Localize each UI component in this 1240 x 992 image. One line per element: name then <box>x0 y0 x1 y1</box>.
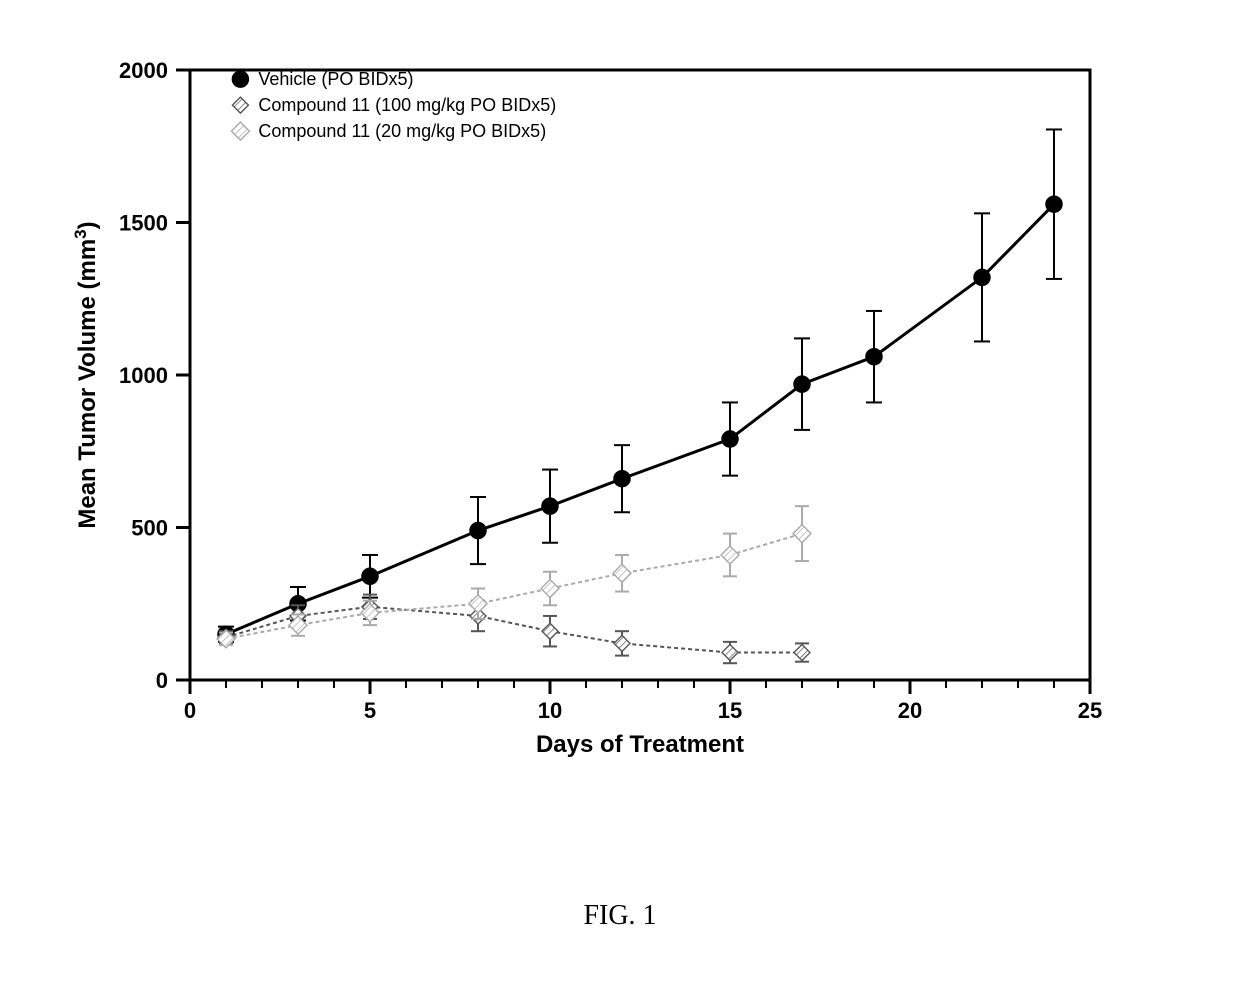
y-tick-label: 1000 <box>119 363 168 388</box>
x-tick-label: 20 <box>898 698 922 723</box>
x-tick-label: 0 <box>184 698 196 723</box>
y-tick-label: 0 <box>156 668 168 693</box>
x-tick-label: 25 <box>1078 698 1102 723</box>
x-tick-label: 5 <box>364 698 376 723</box>
y-tick-label: 1500 <box>119 211 168 236</box>
legend-label: Compound 11 (100 mg/kg PO BIDx5) <box>258 95 556 115</box>
legend-label: Vehicle (PO BIDx5) <box>258 69 413 89</box>
y-tick-label: 2000 <box>119 58 168 83</box>
x-tick-label: 15 <box>718 698 742 723</box>
x-tick-label: 10 <box>538 698 562 723</box>
x-axis-label: Days of Treatment <box>536 731 744 758</box>
figure-caption: FIG. 1 <box>0 900 1240 932</box>
y-tick-label: 500 <box>131 516 168 541</box>
tumor-volume-chart: 0 5 10 15 20 25 Days of Treatment 0 500 1000 1500 2… <box>60 40 1120 780</box>
chart-container: 0 5 10 15 20 25 Days of Treatment 0 500 1000 1500 2… <box>60 40 1120 780</box>
y-axis-label: Mean Tumor Volume (mm3) <box>71 221 102 528</box>
legend-label: Compound 11 (20 mg/kg PO BIDx5) <box>258 121 546 141</box>
